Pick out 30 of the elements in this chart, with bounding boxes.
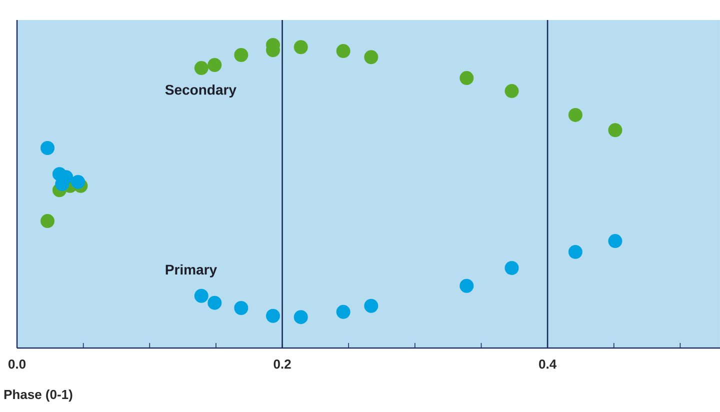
point bbox=[194, 61, 208, 76]
point bbox=[234, 300, 248, 315]
series-label: Primary bbox=[166, 264, 217, 278]
point bbox=[266, 308, 280, 323]
x-axis-title: Phase (0-1) bbox=[4, 390, 72, 402]
point bbox=[294, 310, 308, 324]
x-tick-label: 0.4 bbox=[539, 360, 557, 369]
point bbox=[208, 58, 222, 72]
point bbox=[608, 123, 622, 138]
point bbox=[336, 44, 350, 58]
point bbox=[568, 108, 582, 122]
point bbox=[234, 48, 248, 62]
point bbox=[40, 214, 55, 228]
point bbox=[364, 50, 378, 64]
point bbox=[504, 84, 519, 98]
point bbox=[194, 288, 208, 303]
point bbox=[568, 244, 582, 259]
point bbox=[460, 71, 474, 86]
x-tick-label: 0.2 bbox=[274, 360, 291, 369]
series-label: Secondary bbox=[165, 84, 236, 98]
point bbox=[460, 278, 474, 293]
point bbox=[364, 298, 378, 313]
point bbox=[504, 260, 519, 275]
point bbox=[294, 40, 308, 54]
point bbox=[208, 296, 222, 310]
x-tick-label: 0.0 bbox=[8, 360, 26, 369]
point bbox=[40, 141, 55, 156]
point bbox=[608, 234, 622, 248]
point bbox=[71, 174, 86, 189]
point bbox=[336, 304, 350, 319]
